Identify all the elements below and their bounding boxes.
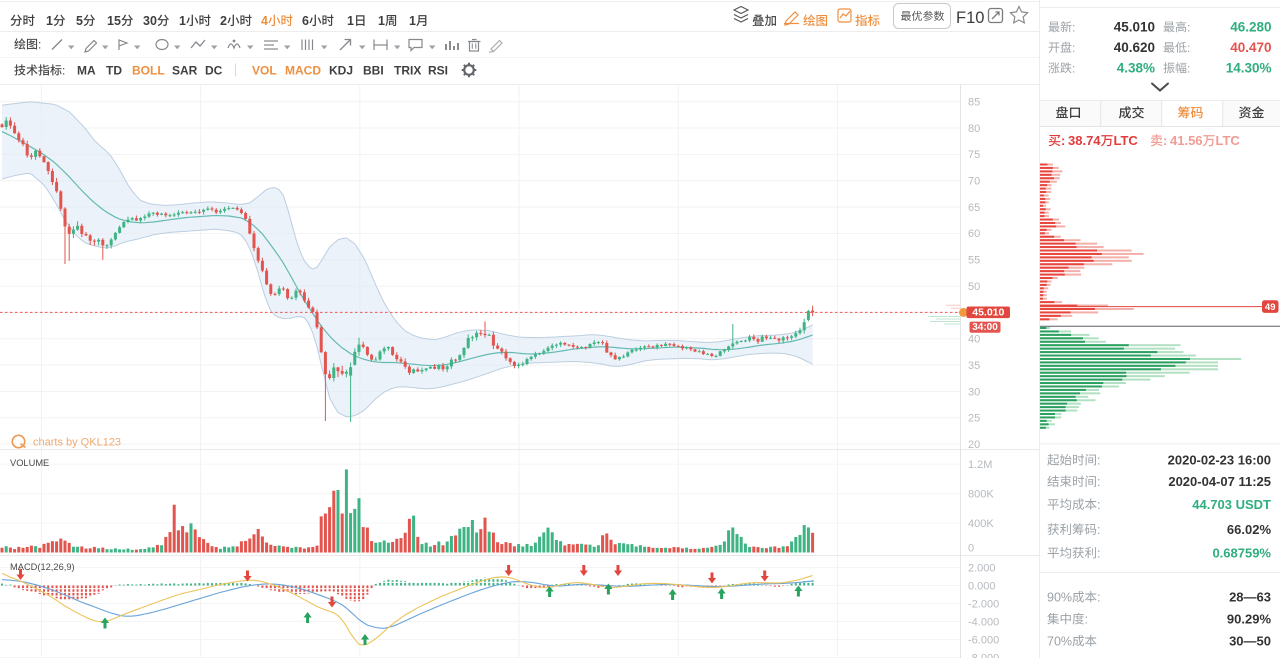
svg-text:1: 1: [378, 14, 385, 28]
svg-text:TRIX: TRIX: [394, 64, 421, 78]
svg-text::: :: [1097, 453, 1100, 467]
svg-text:-4.000: -4.000: [968, 616, 999, 628]
svg-text:4: 4: [261, 14, 268, 28]
svg-text:BBI: BBI: [363, 64, 384, 78]
svg-text:30: 30: [968, 386, 980, 398]
svg-text:1: 1: [179, 14, 186, 28]
svg-text::: :: [1097, 590, 1100, 604]
svg-text:85: 85: [968, 97, 980, 109]
svg-text:65: 65: [968, 202, 980, 214]
svg-text:0: 0: [968, 543, 974, 555]
svg-text:0.68759%: 0.68759%: [1212, 545, 1271, 560]
svg-text:40: 40: [968, 334, 980, 346]
svg-text:5: 5: [76, 14, 83, 28]
svg-text::: :: [1072, 20, 1075, 34]
svg-text:0.000: 0.000: [968, 580, 996, 592]
svg-text:90%: 90%: [1047, 590, 1072, 604]
svg-text:38.74: 38.74: [1068, 133, 1101, 148]
svg-text:30: 30: [143, 14, 157, 28]
svg-text:34:00: 34:00: [972, 322, 998, 333]
svg-text:DC: DC: [205, 64, 223, 78]
svg-text:25: 25: [968, 413, 980, 425]
svg-text:VOL: VOL: [252, 64, 277, 78]
svg-text::: :: [1097, 475, 1100, 489]
svg-text:LTC: LTC: [1216, 133, 1241, 148]
svg-text:15: 15: [107, 14, 121, 28]
svg-text:800K: 800K: [968, 489, 994, 501]
svg-text:45.010: 45.010: [972, 306, 1004, 318]
svg-text:6: 6: [302, 14, 309, 28]
svg-text:SAR: SAR: [172, 64, 198, 78]
svg-text:44.703 USDT: 44.703 USDT: [1192, 497, 1271, 512]
svg-text:4.38%: 4.38%: [1117, 60, 1155, 75]
svg-text:70: 70: [968, 176, 980, 188]
svg-text::: :: [1187, 41, 1190, 55]
svg-text:20: 20: [968, 439, 980, 451]
svg-text:80: 80: [968, 123, 980, 135]
svg-text::: :: [38, 38, 41, 52]
svg-text:MACD: MACD: [285, 64, 321, 78]
svg-text:LTC: LTC: [1114, 133, 1139, 148]
svg-text:14.30%: 14.30%: [1226, 60, 1272, 75]
svg-text:40.470: 40.470: [1230, 40, 1271, 55]
svg-text:2: 2: [220, 14, 227, 28]
svg-text:2.000: 2.000: [968, 562, 996, 574]
svg-text:2020-04-07 11:25: 2020-04-07 11:25: [1168, 474, 1271, 489]
svg-text:45.010: 45.010: [1114, 19, 1155, 34]
svg-text::: :: [1163, 133, 1167, 148]
svg-text:41.56: 41.56: [1170, 133, 1203, 148]
svg-text:-8.000: -8.000: [968, 652, 999, 658]
svg-text::: :: [1072, 41, 1075, 55]
svg-text:400K: 400K: [968, 518, 994, 530]
svg-text::: :: [1097, 523, 1100, 537]
svg-text::: :: [62, 64, 65, 78]
svg-text:RSI: RSI: [428, 64, 448, 78]
svg-text:50: 50: [968, 281, 980, 293]
svg-text::: :: [1085, 612, 1088, 626]
svg-text::: :: [1187, 20, 1190, 34]
svg-text:46.280: 46.280: [1230, 19, 1271, 34]
svg-text:VOLUME: VOLUME: [10, 458, 49, 468]
svg-text:MACD(12,26,9): MACD(12,26,9): [10, 562, 75, 572]
svg-text:49: 49: [1265, 302, 1276, 313]
svg-text:66.02%: 66.02%: [1227, 522, 1272, 537]
svg-text::: :: [1097, 498, 1100, 512]
svg-text:30—50: 30—50: [1229, 633, 1271, 648]
svg-text:F10: F10: [956, 9, 984, 27]
svg-text:28—63: 28—63: [1229, 589, 1271, 604]
svg-text:55: 55: [968, 255, 980, 267]
svg-text::: :: [1187, 61, 1190, 75]
svg-text:40.620: 40.620: [1114, 40, 1155, 55]
svg-text::: :: [1072, 61, 1075, 75]
svg-text:70%: 70%: [1047, 634, 1072, 648]
svg-text::: :: [1097, 546, 1100, 560]
svg-text:MA: MA: [77, 64, 96, 78]
svg-text:TD: TD: [106, 64, 122, 78]
svg-text:-6.000: -6.000: [968, 634, 999, 646]
svg-text:60: 60: [968, 228, 980, 240]
svg-text:1: 1: [347, 14, 354, 28]
svg-text:BOLL: BOLL: [132, 64, 165, 78]
svg-text:charts by QKL123: charts by QKL123: [33, 437, 121, 449]
svg-text:-2.000: -2.000: [968, 598, 999, 610]
svg-text:KDJ: KDJ: [329, 64, 353, 78]
svg-text:90.29%: 90.29%: [1227, 611, 1272, 626]
svg-text::: :: [1061, 133, 1065, 148]
svg-text:1: 1: [46, 14, 53, 28]
svg-text:1.2M: 1.2M: [968, 459, 992, 471]
svg-text:1: 1: [409, 14, 416, 28]
svg-text:35: 35: [968, 360, 980, 372]
svg-text:2020-02-23 16:00: 2020-02-23 16:00: [1168, 452, 1271, 467]
svg-text:75: 75: [968, 149, 980, 161]
